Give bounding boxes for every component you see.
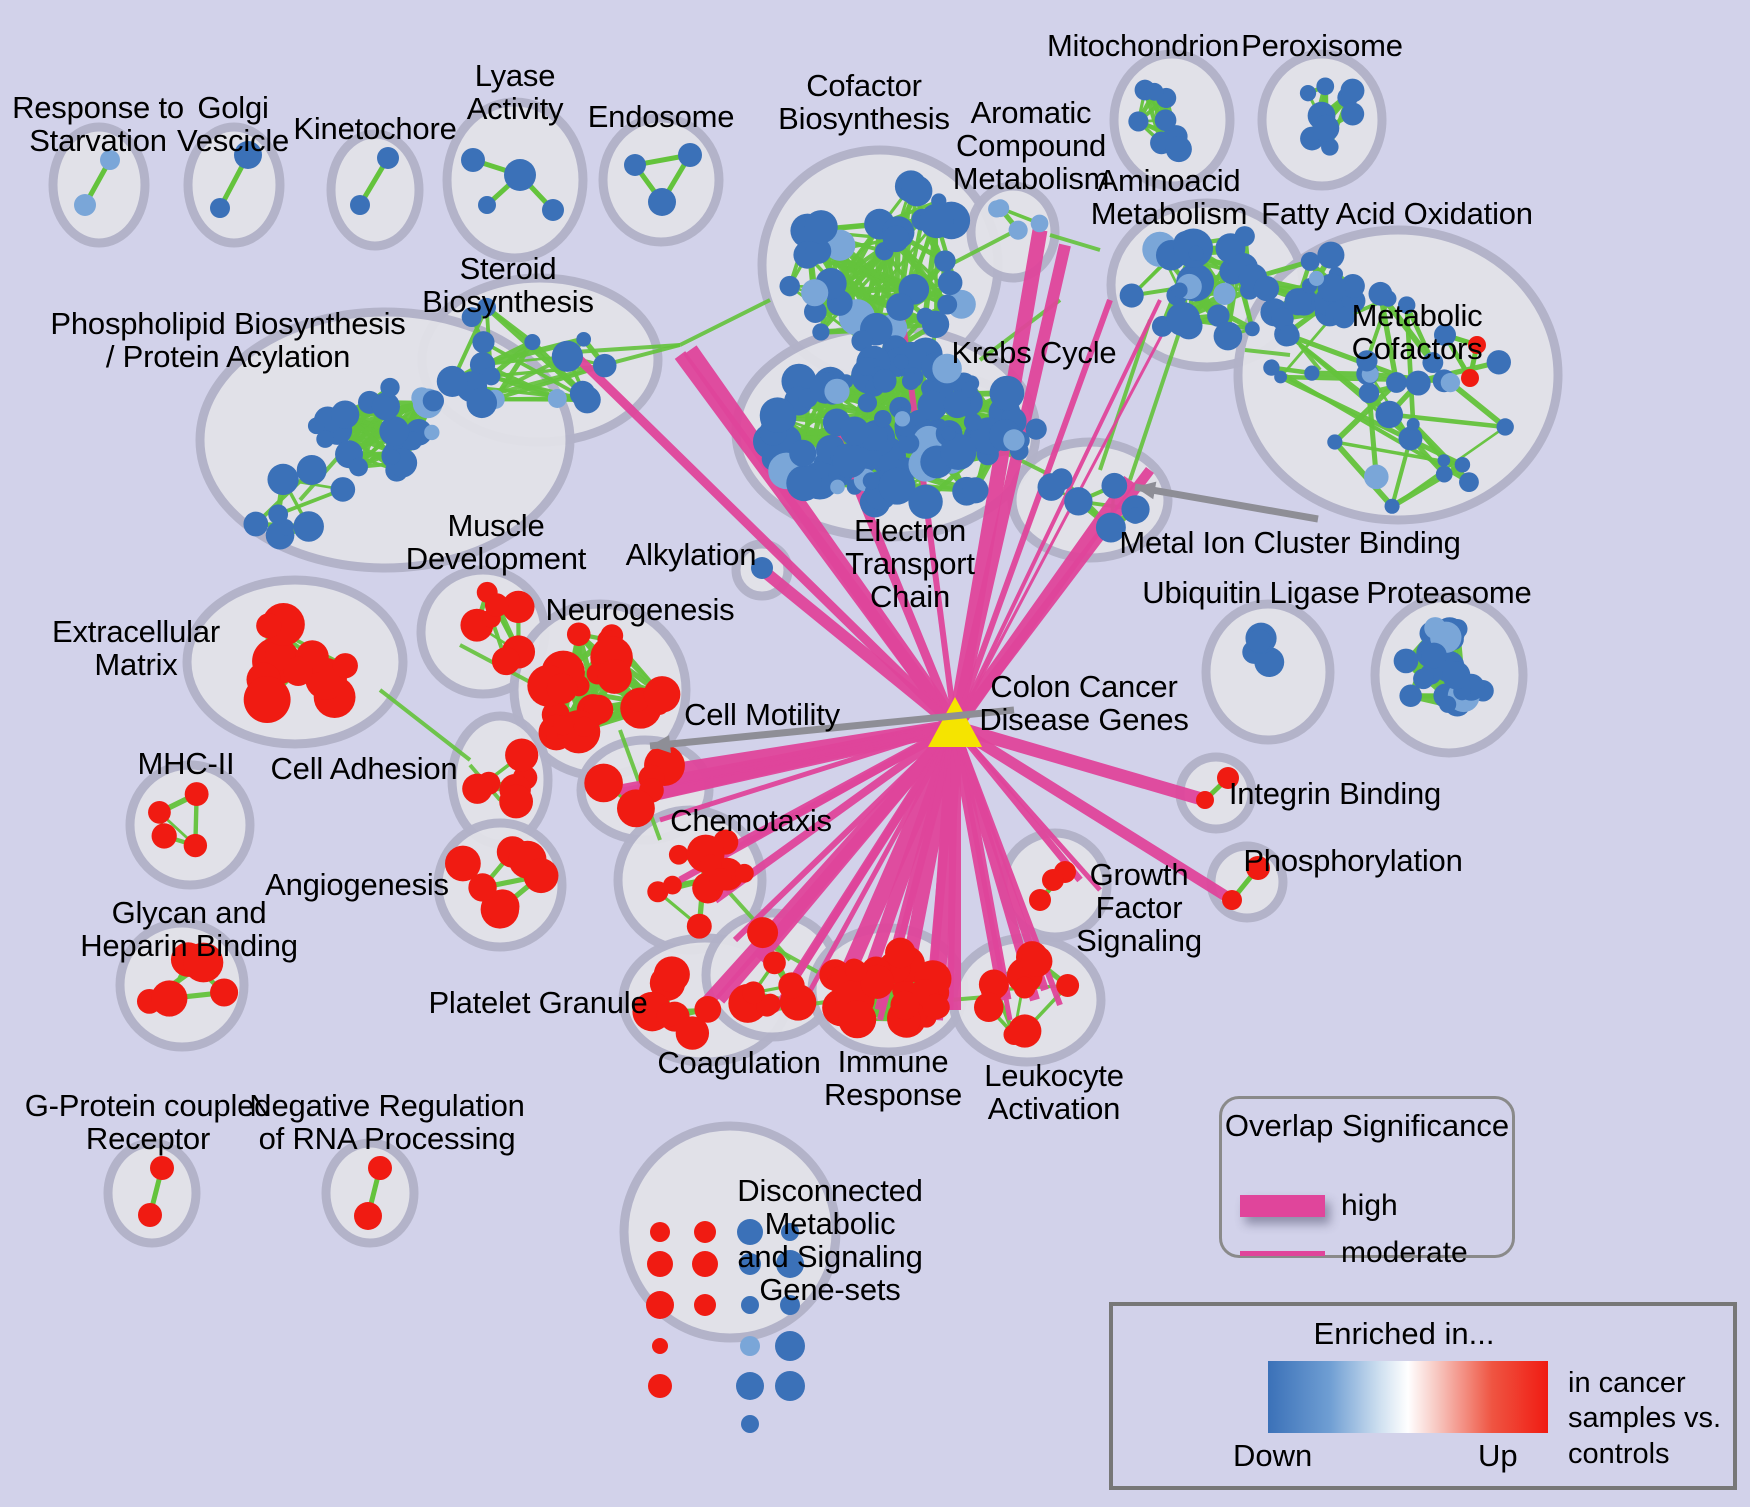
cluster-label-glycan-heparin-binding: Glycan and Heparin Binding [80,895,298,963]
cluster-label-phosphorylation: Phosphorylation [1243,843,1463,878]
legend-enriched-in: Enriched in... Down Up in cancer samples… [1109,1302,1737,1490]
cluster-label-response-to-starvation: Response to Starvation [12,90,184,158]
cluster-label-angiogenesis: Angiogenesis [265,867,449,902]
legend-item-moderate: moderate [1240,1236,1468,1270]
cluster-label-immune-response: Immune Response [824,1044,962,1112]
cluster-label-cofactor-biosynthesis: Cofactor Biosynthesis [778,68,950,136]
cluster-label-lyase-activity: Lyase Activity [466,58,564,126]
cluster-label-coagulation: Coagulation [657,1045,821,1080]
legend-label-high: high [1341,1189,1398,1222]
legend-enriched-title: Enriched in... [1313,1316,1495,1351]
cluster-label-platelet-granule: Platelet Granule [428,985,648,1020]
legend-label-down: Down [1233,1438,1313,1473]
legend-overlap-title: Overlap Significance [1224,1108,1510,1143]
cluster-label-krebs-cycle: Krebs Cycle [951,335,1117,370]
legend-swatch-moderate-icon [1240,1250,1325,1256]
legend-color-gradient-bar [1268,1361,1548,1433]
cluster-label-proteasome: Proteasome [1366,575,1532,610]
cluster-label-leukocyte-activation: Leukocyte Activation [984,1058,1124,1126]
legend-overlap-significance: Overlap Significance high moderate [1219,1096,1515,1269]
cluster-label-chemotaxis: Chemotaxis [670,803,832,838]
legend-caption: in cancer samples vs. controls [1568,1367,1722,1470]
cluster-label-metabolic-cofactors: Metabolic Cofactors [1351,298,1483,366]
cluster-label-integrin-binding: Integrin Binding [1228,776,1442,811]
legend-item-high: high [1240,1189,1398,1223]
cluster-label-ubiquitin-ligase: Ubiquitin Ligase [1142,575,1360,610]
legend-swatch-high-icon [1240,1195,1325,1217]
cluster-label-colon-cancer-disease-genes: Colon Cancer Disease Genes [979,669,1189,737]
cluster-label-fatty-acid-oxidation: Fatty Acid Oxidation [1261,196,1533,231]
cluster-label-peroxisome: Peroxisome [1241,28,1403,63]
cluster-label-steroid-biosynthesis: Steroid Biosynthesis [422,251,594,319]
cluster-label-disconnected-gene-sets: Disconnected Metabolic and Signaling Gen… [737,1173,923,1307]
cluster-label-aromatic-compound-metabolism: Aromatic Compound Metabolism [952,95,1110,196]
cluster-label-growth-factor-signaling: Growth Factor Signaling [1076,857,1202,958]
cluster-label-g-protein-coupled-receptor: G-Protein coupled Receptor [24,1088,272,1156]
cluster-label-muscle-development: Muscle Development [405,508,587,576]
cluster-label-mhc-ii: MHC-II [137,746,235,781]
cluster-label-golgi-vescicle: Golgi Vescicle [176,90,290,158]
cluster-label-cell-adhesion: Cell Adhesion [270,751,458,786]
cluster-label-kinetochore: Kinetochore [293,111,457,146]
cluster-label-electron-transport-chain: Electron Transport Chain [845,513,975,614]
cluster-label-negative-regulation-rna: Negative Regulation of RNA Processing [249,1088,525,1156]
legend-label-up: Up [1478,1438,1518,1473]
cluster-label-neurogenesis: Neurogenesis [545,592,735,627]
cluster-label-metal-ion-cluster-binding: Metal Ion Cluster Binding [1119,525,1461,560]
cluster-label-phospholipid-biosynthesis: Phospholipid Biosynthesis / Protein Acyl… [50,306,406,374]
cluster-label-aminoacid-metabolism: Aminoacid Metabolism [1090,163,1248,231]
cluster-label-alkylation: Alkylation [625,537,757,572]
cluster-label-endosome: Endosome [587,99,735,134]
cluster-label-cell-motility: Cell Motility [684,697,840,732]
cluster-label-mitochondrion: Mitochondrion [1046,28,1240,63]
cluster-label-extracellular-matrix: Extracellular Matrix [52,614,220,682]
legend-label-moderate: moderate [1341,1236,1468,1269]
